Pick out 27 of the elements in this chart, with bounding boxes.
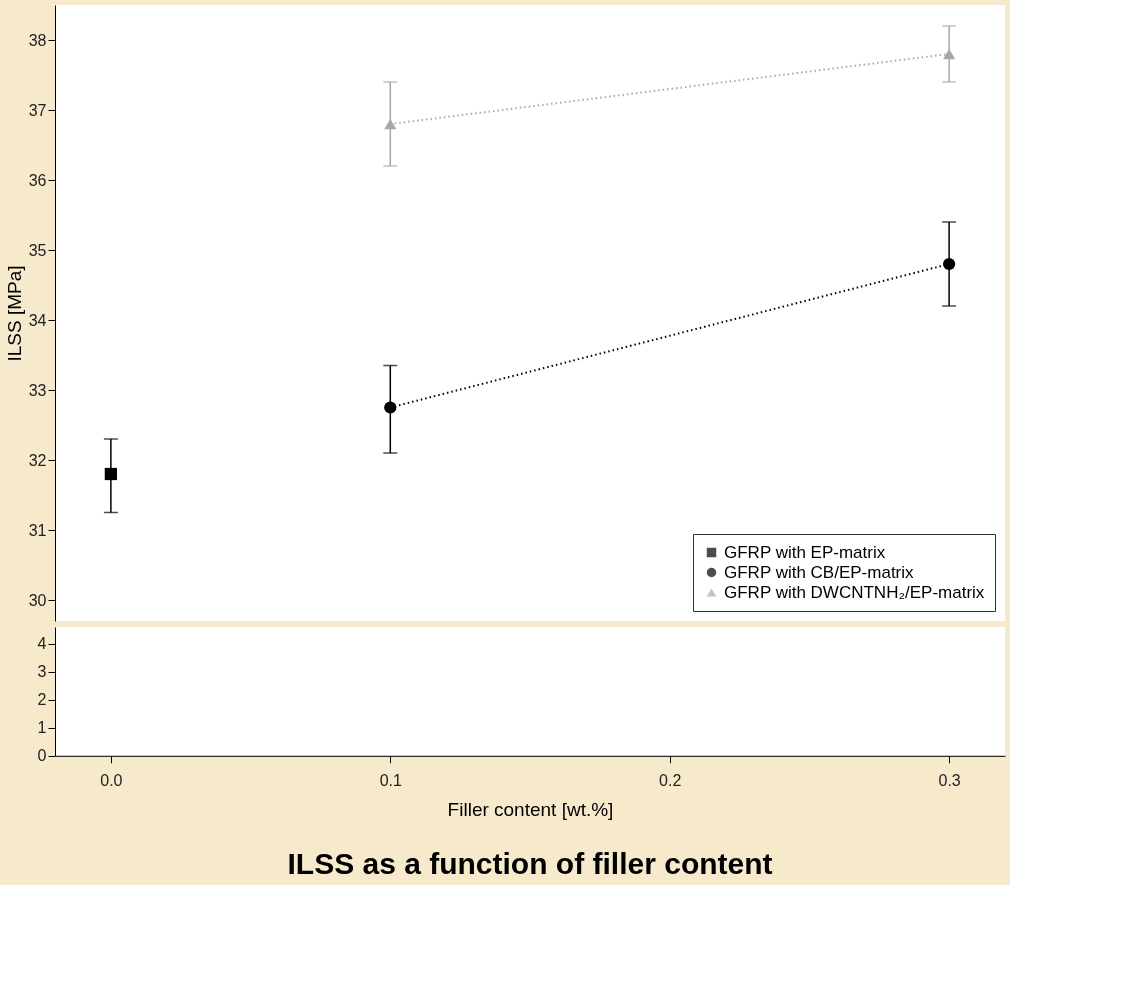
y-tick-label: 38 xyxy=(28,31,47,49)
y-tick-label: 1 xyxy=(37,719,47,737)
legend-label: GFRP with EP-matrix xyxy=(724,542,886,562)
x-axis-title: Filler content [wt.%] xyxy=(447,799,614,821)
y-tick-label: 36 xyxy=(28,171,47,189)
y-tick-label: 0 xyxy=(37,747,47,765)
text: ILSS as a function of filler content xyxy=(287,846,773,880)
y-tick-label: 3 xyxy=(37,663,47,681)
y-tick-label: 37 xyxy=(28,101,47,119)
y-tick-label: 32 xyxy=(28,451,47,469)
point xyxy=(942,257,956,271)
y-tick-label: 4 xyxy=(37,635,47,653)
y-tick-label: 34 xyxy=(28,311,47,329)
y-tick-label: 2 xyxy=(37,691,47,709)
x-tick-label: 0.0 xyxy=(100,772,123,790)
legend-label: GFRP with DWCNTNH₂/EP-matrix xyxy=(724,582,985,602)
x-tick-label: 0.3 xyxy=(938,772,961,790)
y-tick-label: 33 xyxy=(28,381,47,399)
x-tick-label: 0.2 xyxy=(659,772,682,790)
point xyxy=(384,401,397,414)
y-tick-label: 35 xyxy=(28,241,47,259)
point xyxy=(104,467,118,481)
y-tick-label: 31 xyxy=(28,521,47,539)
x-tick-label: 0.1 xyxy=(379,772,403,790)
y-axis-title: ILSS [MPa] xyxy=(3,265,25,362)
y-tick-label: 30 xyxy=(28,591,47,609)
legend-label: GFRP with CB/EP-matrix xyxy=(724,562,915,582)
